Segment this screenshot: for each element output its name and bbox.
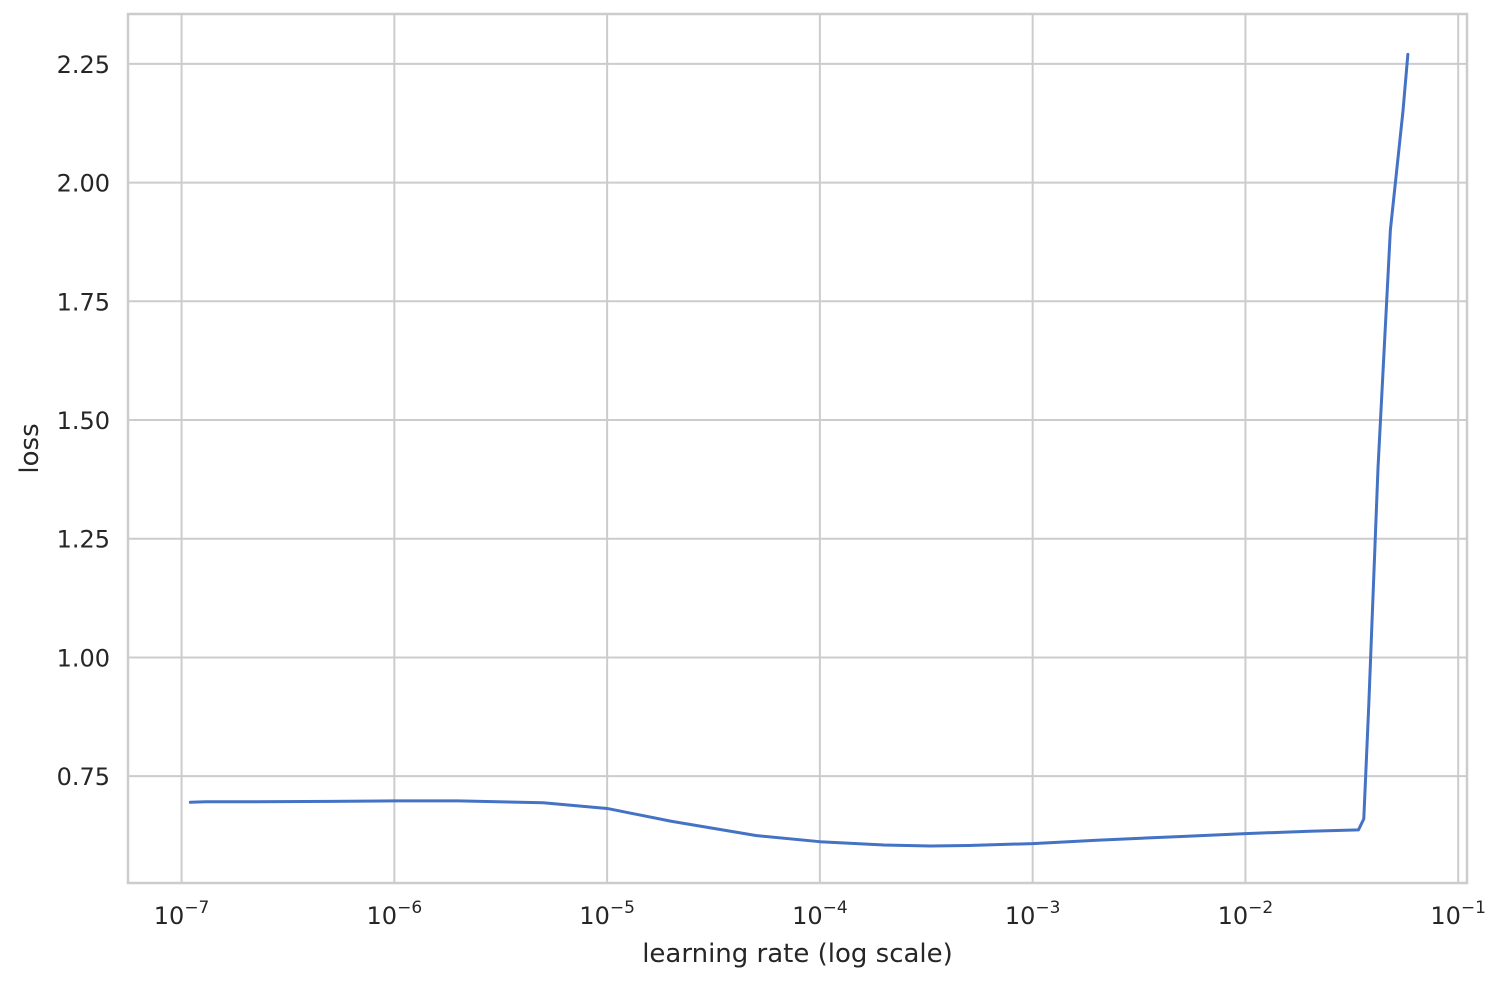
y-gridlines [128, 62, 1467, 778]
y-axis-label: loss [15, 423, 45, 473]
y-tick-labels: 0.75 1.00 1.25 1.50 1.75 2.00 2.25 [57, 51, 110, 791]
y-tick-label: 0.75 [57, 763, 110, 791]
y-tick-label: 1.00 [57, 644, 110, 672]
x-tick-label: 10−5 [579, 898, 635, 930]
plot-area-frame [126, 12, 1469, 885]
x-gridlines [180, 14, 1460, 883]
x-tick-label: 10−6 [367, 898, 423, 930]
x-tick-label: 10−1 [1430, 898, 1486, 930]
y-tick-label: 1.50 [57, 407, 110, 435]
y-tick-label: 2.25 [57, 51, 110, 79]
y-tick-label: 1.75 [57, 288, 110, 316]
x-axis-label: learning rate (log scale) [642, 939, 953, 969]
series-layer [188, 52, 1410, 848]
x-tick-labels: 10−7 10−6 10−5 10−4 10−3 10−2 10−1 [154, 898, 1486, 930]
y-tick-label: 2.00 [57, 170, 110, 198]
x-tick-label: 10−7 [154, 898, 210, 930]
y-tick-label: 1.25 [57, 526, 110, 554]
x-tick-label: 10−2 [1218, 898, 1274, 930]
x-tick-label: 10−3 [1005, 898, 1061, 930]
x-tick-label: 10−4 [792, 898, 848, 930]
loss-series-line [188, 52, 1410, 848]
